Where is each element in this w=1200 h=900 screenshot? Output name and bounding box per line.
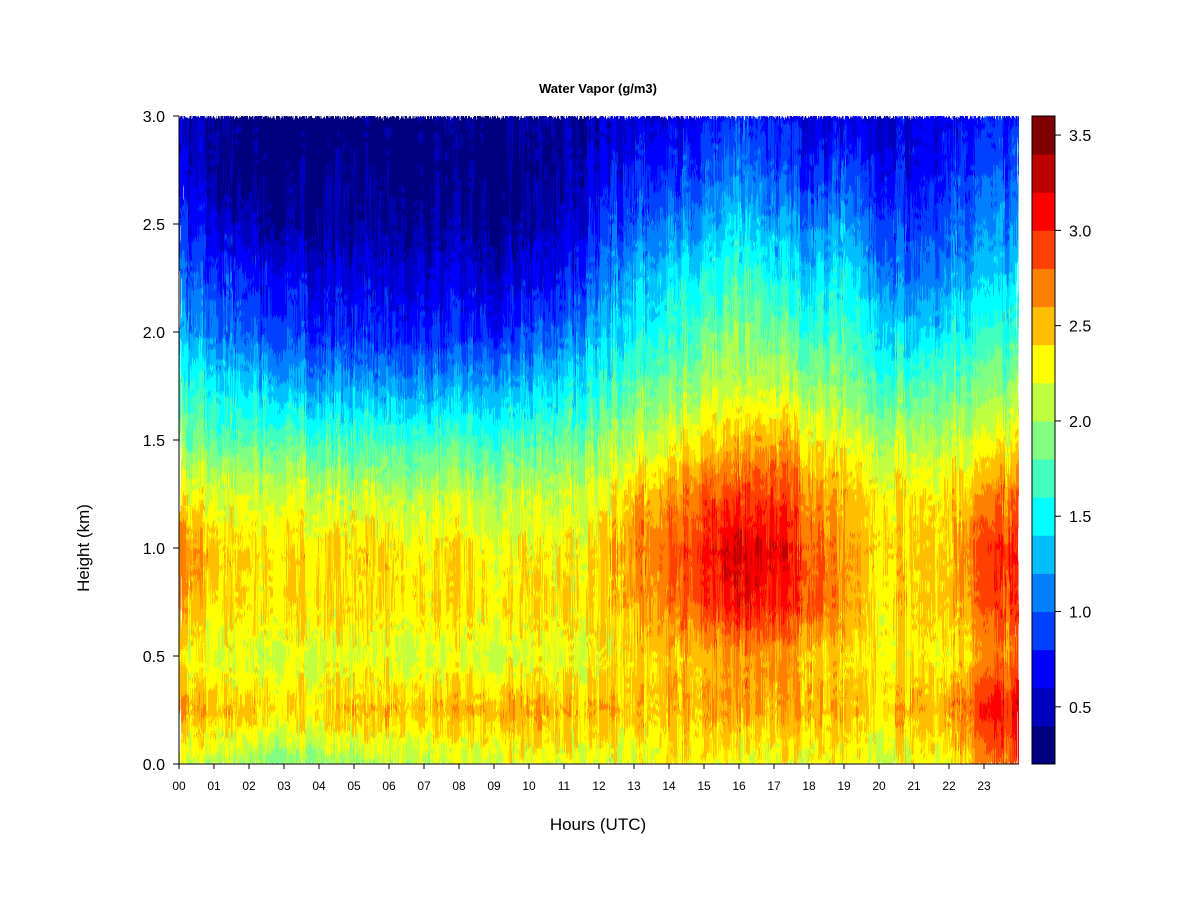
chart-title: Water Vapor (g/m3)	[539, 81, 657, 96]
heatmap-area	[179, 116, 1020, 765]
